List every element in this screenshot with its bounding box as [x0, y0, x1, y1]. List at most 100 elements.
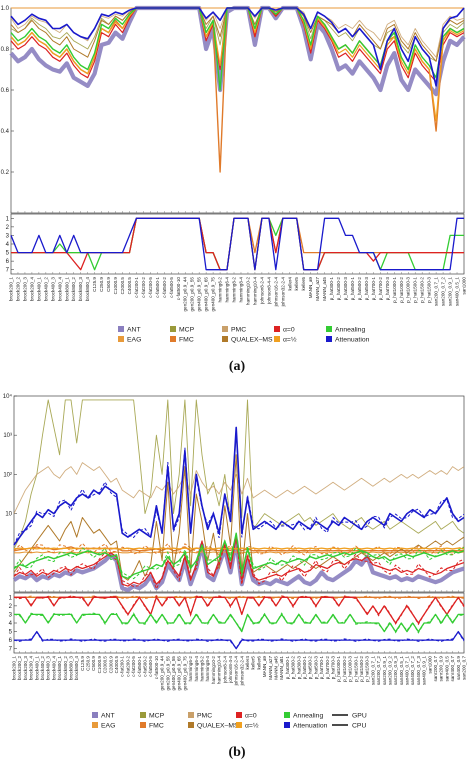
legend-label: Annealing [293, 713, 323, 720]
series-line-attenuation [14, 630, 465, 650]
panel-b-rank-plot: 1 2 3 4 5 6 7 [9, 592, 465, 654]
x-tick-label: brock200_3 [22, 277, 27, 301]
x-tick-label: C2000.5 [120, 277, 125, 295]
x-tick-label: brock800_2 [63, 656, 68, 680]
x-tick-label: MANN_a27 [268, 656, 273, 680]
legend-label: α=0 [283, 327, 295, 334]
x-tick-label: p_hat1000-2 [399, 277, 404, 303]
legend-swatch [188, 722, 194, 728]
x-tick-label: C250.9 [86, 656, 91, 671]
x-tick-label: brock400_1 [34, 656, 39, 680]
x-tick-label: hamming6-4 [194, 656, 199, 682]
x-tick-label: brock400_1 [36, 277, 41, 301]
x-tick-label: san200_0.7_2 [441, 277, 446, 307]
y-tick-label: 3 [6, 233, 10, 239]
x-tick-label: san400_0.5_1 [455, 277, 460, 307]
legend-label: α=0 [245, 713, 257, 720]
x-tick-label: p_hat700-3 [330, 656, 335, 680]
series-line-cpu-attenuation [13, 428, 465, 546]
x-tick-label: hamming8-4 [205, 656, 210, 682]
x-tick-label: C125.9 [80, 656, 85, 671]
x-tick-label: san400_0.9_1 [422, 656, 427, 686]
panel-b-top-plot: 10 10² 10³ 10⁴ [3, 393, 465, 593]
x-tick-label: brock200_4 [29, 277, 34, 301]
x-tick-label: c-fat200-5 [131, 656, 136, 677]
legend-swatch [170, 336, 176, 342]
x-tick-label: p_hat700-1 [319, 656, 324, 680]
x-tick-label: brock400_4 [51, 656, 56, 680]
legend-swatch [92, 712, 98, 718]
x-tick-label: c-fat500-2 [143, 656, 148, 677]
x-tick-label: c-fat500-5 [169, 277, 174, 298]
y-tick-label: 6 [6, 259, 10, 265]
x-tick-label: san200_0.7_2 [376, 656, 381, 686]
x-tick-label: p_hat1000-3 [406, 277, 411, 303]
x-tick-label: brock400_4 [57, 277, 62, 301]
legend-label: MCP [179, 327, 195, 334]
panel-a-x-tick-labels: brock200_1 brock200_2 brock200_3 brock200_4… [9, 277, 467, 312]
panel-label-a: (a) [229, 359, 246, 374]
legend-label: MCP [149, 713, 165, 720]
x-tick-label: brock800_3 [68, 656, 73, 680]
x-tick-label: p_hat700-3 [385, 277, 390, 301]
y-tick-label: 10³ [3, 433, 12, 439]
y-tick-label: 0.2 [1, 170, 10, 176]
x-tick-label: johnson32-2-4 [239, 656, 244, 687]
x-tick-label: johnson8-2-4 [259, 277, 264, 305]
x-tick-label: brock200_1 [12, 656, 17, 680]
legend-label: Annealing [335, 327, 365, 334]
y-tick-label: 4 [9, 621, 13, 627]
x-tick-label: c-fat500-1 [155, 277, 160, 298]
x-tick-label: san200_0.9_1 [448, 277, 453, 307]
x-tick-label: p_hat300-3 [296, 656, 301, 680]
legend-swatch [92, 722, 98, 728]
series-line-cpu-annealing [13, 534, 465, 580]
x-tick-label: gen400_p0.9_75 [182, 656, 187, 691]
legend-label: Attenuation [335, 337, 370, 344]
plot-frame [13, 395, 465, 593]
x-tick-label: p_hat300-2 [336, 277, 341, 301]
x-tick-label: san200_0.9_2 [387, 656, 392, 686]
legend-swatch [326, 336, 332, 342]
y-tick-label: 1.0 [1, 6, 10, 12]
x-tick-label: brock200_3 [23, 656, 28, 680]
x-tick-label: johnson8-4-4 [228, 656, 233, 684]
x-tick-label: san1000 [427, 656, 432, 674]
x-tick-label: c-fat200-2 [125, 656, 130, 677]
x-tick-label: keller5 [251, 656, 256, 670]
legend-swatch [222, 326, 228, 332]
x-tick-label: c-fat500-1 [137, 656, 142, 677]
y-tick-label: 5 [9, 630, 13, 636]
x-tick-label: johnson8-4-4 [266, 277, 271, 305]
x-tick-label: brock400_2 [43, 277, 48, 301]
legend-swatch [274, 336, 280, 342]
x-tick-label: C500.9 [106, 277, 111, 292]
x-tick-label: hamming10-4 [217, 656, 222, 685]
x-tick-label: p_hat1000-1 [392, 277, 397, 303]
x-tick-label: p_hat500-3 [364, 277, 369, 301]
legend-label: ANT [101, 713, 115, 720]
x-tick-label: san200_0.7_1 [370, 656, 375, 686]
panel-a-top-plot: 0.2 0.4 0.6 0.8 1.0 [1, 5, 466, 214]
x-tick-label: gen400_p0.9_55 [197, 277, 202, 312]
panel-a-rank-plot: 1 2 3 4 5 6 7 [6, 213, 465, 275]
x-tick-label: san200_0.7_1 [434, 277, 439, 307]
x-tick-label: p_hat1000-2 [342, 656, 347, 682]
y-tick-label: 10² [3, 472, 12, 478]
x-tick-label: p_hat1500-1 [413, 277, 418, 303]
series-line-cpu-fmc [13, 595, 465, 600]
legend-label: GPU [352, 713, 367, 720]
x-tick-label: C1000.9 [97, 656, 102, 674]
y-tick-label: 6 [9, 638, 13, 644]
legend-label: PMC [197, 713, 212, 720]
y-tick-label: 1 [6, 216, 10, 222]
x-tick-label: gen200_p0.9_44 [183, 277, 188, 312]
x-tick-label: sanr200_0.7 [433, 656, 438, 682]
x-tick-label: MANN_a81 [279, 656, 284, 680]
x-tick-label: p_hat300-1 [285, 656, 290, 680]
x-tick-label: c-fat500-10 [176, 277, 181, 301]
legend-swatch [118, 336, 124, 342]
x-tick-label: hamming6-2 [188, 656, 193, 682]
x-tick-label: gen200_p0.9_55 [190, 277, 195, 312]
y-tick-label: 0.6 [1, 88, 10, 94]
